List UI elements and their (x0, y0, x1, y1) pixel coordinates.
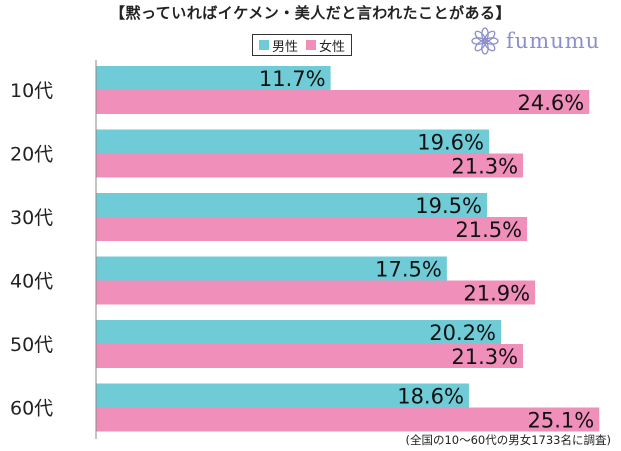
legend-label-female: 女性 (319, 39, 346, 55)
legend-label-male: 男性 (272, 39, 299, 55)
data-label: 25.1% (528, 409, 595, 433)
legend-swatch-female (306, 40, 317, 50)
legend-item-female: 女性 (306, 36, 345, 55)
bar-female (96, 217, 528, 241)
data-label: 21.9% (463, 282, 530, 306)
category-label: 10代 (10, 80, 53, 102)
bar-male (96, 383, 469, 408)
flower-petal (474, 30, 486, 42)
data-label: 20.2% (429, 321, 496, 345)
data-label: 21.3% (451, 345, 518, 369)
chart-legend: 男性 女性 (252, 34, 353, 56)
bar-male (96, 320, 502, 344)
data-label: 24.6% (518, 91, 585, 115)
brand-name: fumumu (506, 29, 601, 53)
data-label: 19.6% (417, 131, 484, 155)
data-label: 11.7% (259, 67, 326, 91)
chart-title: 【黙っていればイケメン・美人だと言われたことがある】 (109, 4, 512, 22)
bar-female (96, 407, 600, 432)
data-label: 18.6% (397, 385, 464, 409)
bar-female (96, 344, 524, 368)
bar-male (96, 129, 489, 154)
brand-logo: fumumu (470, 26, 600, 56)
data-label: 19.5% (415, 194, 482, 218)
survey-note: (全国の10〜60代の男女1733名に調査) (405, 433, 611, 447)
data-label: 17.5% (375, 258, 442, 282)
bar-male (96, 193, 487, 217)
category-label: 60代 (10, 398, 53, 420)
category-label: 50代 (10, 334, 53, 356)
category-label: 30代 (10, 207, 53, 229)
data-label: 21.3% (451, 155, 518, 179)
legend-item-male: 男性 (259, 36, 298, 55)
bar-male (96, 66, 331, 90)
bar-female (96, 90, 590, 114)
bar-female (96, 280, 536, 305)
flower-center (481, 37, 489, 45)
legend-swatch-male (259, 40, 269, 50)
flower-logo-icon (471, 27, 499, 55)
category-label: 40代 (10, 271, 53, 293)
category-label: 20代 (10, 144, 53, 166)
bar-male (96, 256, 447, 281)
bar-female (96, 153, 524, 178)
data-label: 21.5% (455, 218, 522, 242)
